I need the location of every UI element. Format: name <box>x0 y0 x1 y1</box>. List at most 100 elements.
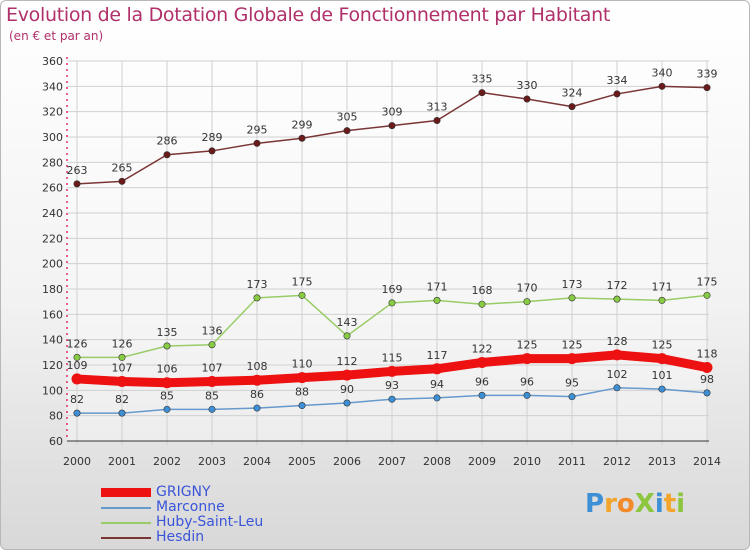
data-label-grigny: 110 <box>292 358 313 371</box>
logo-letter: i <box>654 489 664 519</box>
data-point-huby-saint-leu <box>613 295 621 303</box>
legend-item: Hesdin <box>101 530 263 545</box>
data-label-marconne: 88 <box>295 386 309 399</box>
data-point-marconne <box>73 409 81 417</box>
y-tick-label: 120 <box>42 359 63 372</box>
data-label-huby-saint-leu: 169 <box>382 283 403 296</box>
legend-item: Huby-Saint-Leu <box>101 515 263 530</box>
data-point-hesdin <box>568 103 576 111</box>
data-label-huby-saint-leu: 172 <box>607 279 628 292</box>
data-point-marconne <box>703 389 711 397</box>
data-point-huby-saint-leu <box>703 291 711 299</box>
data-point-huby-saint-leu <box>163 342 171 350</box>
logo-letter: P <box>585 489 605 519</box>
data-point-hesdin <box>523 95 531 103</box>
data-point-grigny <box>71 373 83 385</box>
data-point-grigny <box>341 369 353 381</box>
legend: GRIGNY Marconne Huby-Saint-Leu Hesdin <box>101 485 263 545</box>
legend-label: Hesdin <box>156 529 205 545</box>
x-tick-label: 2010 <box>513 455 541 468</box>
y-tick-label: 220 <box>42 232 63 245</box>
data-point-marconne <box>658 385 666 393</box>
data-point-marconne <box>163 405 171 413</box>
legend-swatch <box>101 506 151 509</box>
logo-letter: t <box>663 489 677 519</box>
logo-letter: o <box>616 489 635 519</box>
data-point-hesdin <box>343 127 351 135</box>
data-label-grigny: 115 <box>382 351 403 364</box>
y-tick-label: 60 <box>49 435 63 448</box>
x-tick-label: 2002 <box>153 455 181 468</box>
data-point-grigny <box>296 372 308 384</box>
x-tick-label: 2006 <box>333 455 361 468</box>
data-label-grigny: 107 <box>112 361 133 374</box>
data-point-hesdin <box>118 177 126 185</box>
y-tick-label: 180 <box>42 283 63 296</box>
y-tick-label: 280 <box>42 156 63 169</box>
x-tick-label: 2009 <box>468 455 496 468</box>
data-point-huby-saint-leu <box>478 300 486 308</box>
data-point-huby-saint-leu <box>388 299 396 307</box>
data-label-marconne: 96 <box>475 375 489 388</box>
y-tick-label: 200 <box>42 258 63 271</box>
logo-letter: X <box>634 489 655 519</box>
data-label-marconne: 85 <box>205 389 219 402</box>
y-tick-label: 80 <box>49 410 63 423</box>
y-tick-label: 240 <box>42 207 63 220</box>
data-point-grigny <box>611 349 623 361</box>
data-point-huby-saint-leu <box>568 294 576 302</box>
x-tick-label: 2014 <box>693 455 721 468</box>
data-label-hesdin: 299 <box>292 118 313 131</box>
data-label-huby-saint-leu: 171 <box>427 280 448 293</box>
data-point-huby-saint-leu <box>208 341 216 349</box>
data-point-hesdin <box>433 117 441 125</box>
data-label-hesdin: 305 <box>337 111 358 124</box>
data-point-hesdin <box>73 180 81 188</box>
proxiti-logo: ProXiti <box>585 489 685 519</box>
x-tick-label: 2005 <box>288 455 316 468</box>
data-label-hesdin: 340 <box>652 66 673 79</box>
data-label-hesdin: 263 <box>67 164 88 177</box>
y-tick-label: 140 <box>42 334 63 347</box>
data-point-grigny <box>431 363 443 375</box>
y-tick-label: 340 <box>42 80 63 93</box>
y-tick-label: 360 <box>42 55 63 68</box>
data-label-grigny: 106 <box>157 363 178 376</box>
data-label-marconne: 85 <box>160 389 174 402</box>
data-label-hesdin: 324 <box>562 87 583 100</box>
x-tick-label: 2011 <box>558 455 586 468</box>
data-label-marconne: 94 <box>430 378 444 391</box>
data-point-marconne <box>208 405 216 413</box>
data-label-hesdin: 295 <box>247 123 268 136</box>
data-label-marconne: 102 <box>607 368 628 381</box>
chart-title: Evolution de la Dotation Globale de Fonc… <box>6 4 611 26</box>
data-point-hesdin <box>388 122 396 130</box>
data-point-huby-saint-leu <box>658 296 666 304</box>
data-label-grigny: 125 <box>652 339 673 352</box>
data-label-huby-saint-leu: 175 <box>292 275 313 288</box>
data-point-marconne <box>253 404 261 412</box>
data-point-hesdin <box>478 89 486 97</box>
y-tick-label: 320 <box>42 106 63 119</box>
data-point-marconne <box>343 399 351 407</box>
data-label-marconne: 93 <box>385 379 399 392</box>
y-tick-label: 160 <box>42 308 63 321</box>
data-label-huby-saint-leu: 171 <box>652 280 673 293</box>
data-point-huby-saint-leu <box>73 353 81 361</box>
data-point-hesdin <box>208 147 216 155</box>
data-label-huby-saint-leu: 173 <box>562 278 583 291</box>
data-label-marconne: 98 <box>700 373 714 386</box>
data-label-marconne: 82 <box>70 393 84 406</box>
x-tick-label: 2001 <box>108 455 136 468</box>
data-label-grigny: 107 <box>202 361 223 374</box>
data-label-hesdin: 313 <box>427 101 448 114</box>
data-label-hesdin: 309 <box>382 106 403 119</box>
data-label-grigny: 122 <box>472 342 493 355</box>
data-label-hesdin: 335 <box>472 73 493 86</box>
y-tick-label: 300 <box>42 131 63 144</box>
legend-swatch <box>101 488 151 497</box>
data-label-huby-saint-leu: 170 <box>517 282 538 295</box>
data-point-hesdin <box>163 151 171 159</box>
legend-label: Marconne <box>156 499 225 515</box>
x-tick-label: 2013 <box>648 455 676 468</box>
